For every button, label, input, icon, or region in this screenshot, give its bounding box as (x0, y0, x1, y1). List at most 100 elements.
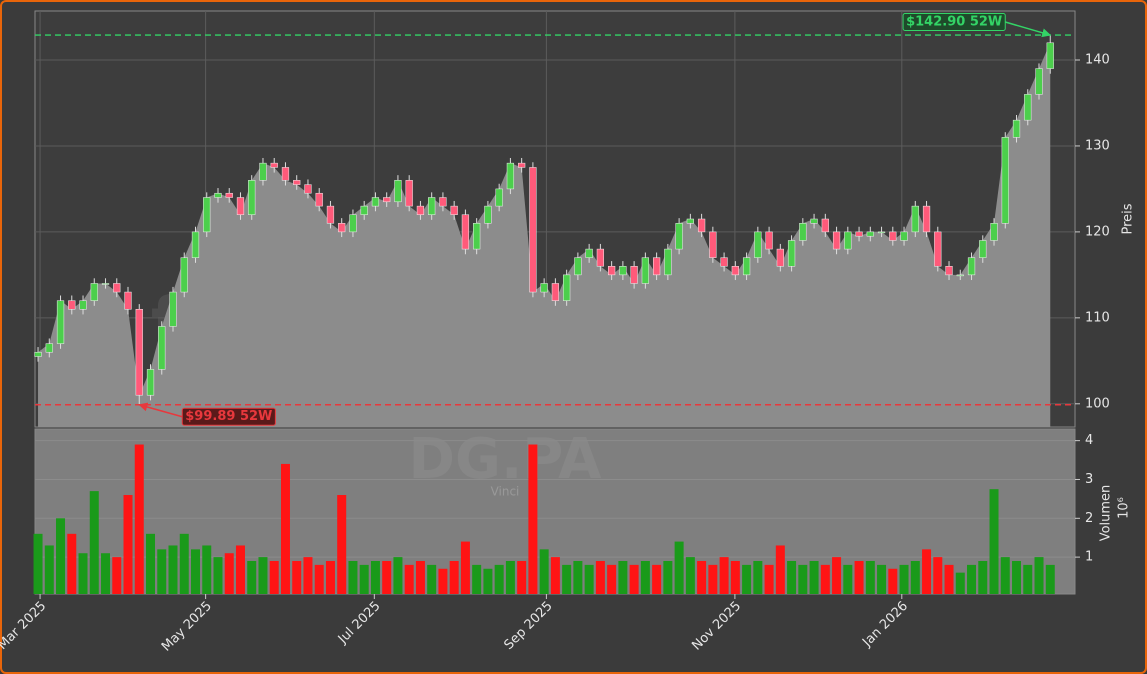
volume-bar (922, 549, 932, 594)
y-tick-label: 100 (1085, 396, 1110, 411)
candle-body (135, 308, 143, 396)
candle-body (304, 184, 312, 194)
candle-body (574, 257, 582, 276)
candle-body (709, 231, 717, 258)
volume-bar (640, 561, 650, 594)
candle-body (596, 248, 605, 267)
candle-body (236, 197, 245, 215)
candle-body (585, 248, 593, 258)
candle-body (877, 231, 886, 234)
candle-body (371, 197, 380, 207)
volume-bar (618, 561, 628, 594)
volume-bar (584, 564, 594, 594)
candle-body (180, 257, 188, 293)
y-tick-label: 130 (1085, 138, 1110, 153)
candle-body (428, 197, 436, 215)
volume-bar (832, 557, 842, 594)
candle-body (608, 266, 616, 276)
volume-bar (168, 545, 178, 594)
volume-bar (663, 561, 673, 594)
volume-bar (798, 564, 808, 594)
candle-body (720, 257, 728, 267)
volume-bar (494, 564, 504, 594)
volume-bar (967, 564, 977, 594)
candle-body (248, 180, 256, 215)
candle-body (225, 192, 233, 198)
volume-bar (877, 564, 887, 594)
volume-bar (157, 549, 167, 594)
candle-body (484, 205, 492, 224)
candle-body (90, 283, 98, 301)
candle-body (855, 231, 863, 237)
volume-bar (415, 561, 425, 594)
volume-bar (1012, 561, 1022, 594)
volume-bar (472, 564, 482, 594)
volume-bar (820, 564, 830, 594)
candle-body (360, 205, 368, 215)
candle-body (1012, 119, 1021, 138)
candle-body (214, 192, 222, 198)
candle-body (1046, 42, 1054, 69)
volume-bar (134, 444, 144, 594)
volume-bar (325, 561, 335, 594)
volume-bar (685, 557, 695, 594)
annotation-label: $99.89 52W (185, 409, 272, 424)
y-tick-label: 2 (1085, 511, 1093, 526)
candle-body (518, 162, 526, 168)
x-tick-label: Mar 2025 (0, 599, 49, 653)
scale-label: 10⁶ (1117, 497, 1132, 519)
volume-bar (370, 561, 380, 594)
candle-body (338, 223, 346, 233)
x-tick-label: Sep 2025 (501, 599, 555, 653)
candle-body (821, 218, 829, 233)
volume-bar (44, 545, 54, 594)
candle-body (945, 266, 953, 276)
candle-body (540, 283, 548, 293)
candle-body (1024, 94, 1032, 121)
candle-body (551, 283, 560, 301)
volume-bar (697, 561, 707, 594)
volume-bar (280, 463, 290, 594)
volume-bar (213, 557, 223, 594)
volume-bar (652, 564, 662, 594)
candle-body (686, 218, 694, 224)
candle-body (675, 223, 683, 250)
volume-bar (607, 564, 617, 594)
candle-body (731, 266, 739, 276)
candle-body (450, 205, 458, 215)
volume-bar (483, 568, 493, 594)
candle-body (124, 291, 132, 310)
volume-bar (438, 568, 448, 594)
volume-bar (764, 564, 774, 594)
annotation: $99.89 52W (181, 407, 276, 426)
volume-bar (775, 545, 785, 594)
volume-bar (393, 557, 403, 594)
volume-bar (179, 533, 189, 594)
candle-body (158, 326, 166, 370)
volume-bar (337, 495, 347, 594)
candle-body (911, 205, 919, 233)
volume-bar (955, 572, 965, 594)
volume-bar (112, 557, 122, 594)
volume-bar (190, 549, 200, 594)
watermark-small: Vinci (491, 485, 520, 499)
y-tick-label: 4 (1085, 433, 1093, 448)
volume-bar (674, 541, 684, 594)
volume-bar (1023, 564, 1033, 594)
candle-body (259, 162, 267, 181)
candle-body (664, 248, 672, 276)
volume-bar (258, 557, 268, 594)
volume-bar (539, 549, 549, 594)
candle-body (697, 218, 706, 233)
volume-bar (1045, 564, 1055, 594)
volume-bar (224, 553, 234, 594)
candle-body (832, 231, 841, 250)
volume-bar (528, 444, 538, 594)
volume-bar (382, 561, 392, 594)
annotation: $142.90 52W (902, 13, 1006, 31)
candle-body (889, 231, 897, 241)
y-axis-label: Volumen (1099, 485, 1114, 542)
y-tick-label: 110 (1085, 310, 1110, 325)
volume-bar (314, 564, 324, 594)
volume-bar (562, 564, 572, 594)
